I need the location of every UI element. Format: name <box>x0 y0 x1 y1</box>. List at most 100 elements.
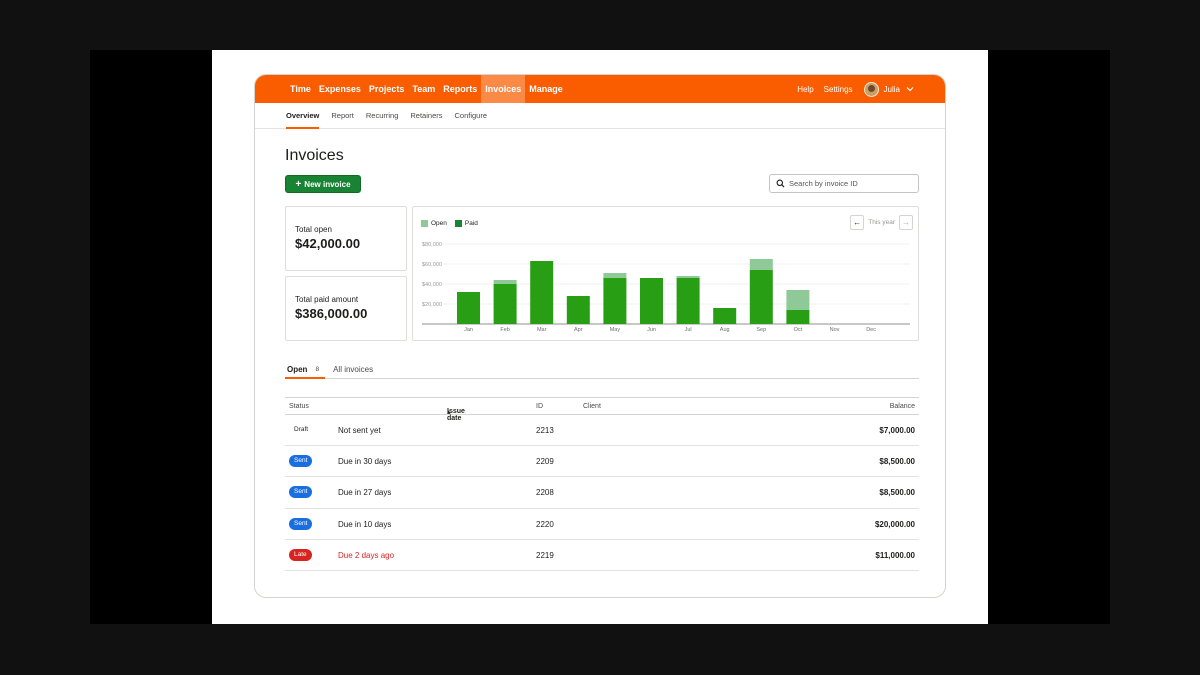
balance-cell: $11,000.00 <box>875 550 915 560</box>
invoice-id-cell: 2209 <box>536 457 554 467</box>
due-date-cell: Due in 27 days <box>338 488 392 498</box>
bar-paid-may <box>603 278 627 324</box>
status-cell: Draft <box>289 424 313 436</box>
balance-cell: $20,000.00 <box>874 519 915 529</box>
total-paid-label: Total paid amount <box>295 295 359 304</box>
bar-open-may <box>603 273 627 278</box>
x-tick-label: Oct <box>794 327 803 333</box>
legend-swatch-open <box>421 220 428 227</box>
chart-legend: Open Paid <box>421 220 486 227</box>
period-label: This year <box>868 219 895 226</box>
avatar[interactable] <box>863 81 879 97</box>
bar-paid-mar <box>530 261 554 324</box>
bar-open-sep <box>749 259 773 270</box>
tab-open-count: 8 <box>315 365 320 373</box>
x-tick-label: Mar <box>537 327 547 333</box>
total-open-card: Total open $42,000.00 <box>285 206 407 271</box>
legend-swatch-paid <box>454 220 462 227</box>
search-icon <box>776 179 785 188</box>
nav-item-expenses[interactable]: Expenses <box>318 84 361 94</box>
table-row[interactable]: Sent Due in 27 days 2208 $8,500.00 <box>285 477 919 509</box>
invoice-tabs: Open 8 All invoices <box>285 360 919 379</box>
bar-paid-apr <box>566 296 590 324</box>
new-invoice-label: New invoice <box>304 179 351 189</box>
legend-item-paid: Paid <box>454 220 478 227</box>
status-cell: Late <box>289 548 312 561</box>
legend-item-open: Open <box>421 220 447 227</box>
subnav-report[interactable]: Report <box>331 111 354 120</box>
header-balance[interactable]: Balance <box>889 403 915 410</box>
top-navigation-bar: Time Expenses Projects Team Reports Invo… <box>255 75 945 103</box>
subnav-retainers[interactable]: Retainers <box>410 111 443 120</box>
status-badge: Sent <box>289 517 313 530</box>
header-status[interactable]: Status <box>289 403 309 410</box>
bar-paid-aug <box>713 308 737 324</box>
arrow-right-icon: → <box>902 218 910 227</box>
sort-ascending-icon: ▴ <box>447 409 451 416</box>
x-tick-label: Apr <box>574 327 583 333</box>
user-menu-area: Help Settings Julia <box>787 81 915 97</box>
bar-open-jul <box>676 276 700 278</box>
status-cell: Sent <box>289 455 313 468</box>
bar-paid-oct <box>786 310 810 324</box>
main-nav: Time Expenses Projects Team Reports Invo… <box>286 75 567 103</box>
x-tick-label: Jun <box>647 327 656 333</box>
bar-paid-jun <box>640 278 663 324</box>
total-paid-card: Total paid amount $386,000.00 <box>285 276 407 341</box>
invoice-id-cell: 2213 <box>536 426 554 435</box>
x-tick-label: Jul <box>685 327 692 333</box>
total-paid-value: $386,000.00 <box>295 306 368 321</box>
table-row[interactable]: Sent Due in 10 days 2220 $20,000.00 <box>285 509 919 540</box>
invoice-id-cell: 2219 <box>536 550 554 560</box>
y-tick-label: $40,000 <box>422 282 442 288</box>
nav-item-invoices[interactable]: Invoices <box>481 75 526 103</box>
balance-cell: $7,000.00 <box>879 426 915 435</box>
x-tick-label: May <box>610 327 621 333</box>
nav-item-reports[interactable]: Reports <box>443 84 478 94</box>
balance-cell: $8,500.00 <box>879 488 915 498</box>
x-tick-label: Nov <box>830 327 840 333</box>
nav-item-team[interactable]: Team <box>412 84 436 94</box>
new-invoice-button[interactable]: + New invoice <box>285 175 361 193</box>
arrow-left-icon: ← <box>853 218 862 227</box>
subnav-configure[interactable]: Configure <box>454 111 488 120</box>
subnav-overview[interactable]: Overview <box>286 103 320 129</box>
x-tick-label: Aug <box>720 327 730 333</box>
search-box[interactable] <box>769 174 919 193</box>
status-cell: Sent <box>289 486 313 499</box>
next-period-button[interactable]: → <box>899 215 913 230</box>
period-selector: ← This year → <box>850 215 913 230</box>
bar-paid-jan <box>457 292 480 324</box>
due-date-cell: Due 2 days ago <box>338 550 395 560</box>
table-row[interactable]: Draft Not sent yet 2213 $7,000.00 <box>285 415 919 447</box>
total-open-label: Total open <box>295 225 332 234</box>
help-link[interactable]: Help <box>797 84 814 94</box>
x-tick-label: Dec <box>866 327 876 333</box>
settings-link[interactable]: Settings <box>823 84 853 94</box>
nav-item-projects[interactable]: Projects <box>368 84 405 94</box>
tab-open[interactable]: Open 8 <box>285 360 326 379</box>
table-body: Draft Not sent yet 2213 $7,000.00 Sent Due in… <box>285 415 919 571</box>
tab-all-invoices[interactable]: All invoices <box>333 364 374 374</box>
page-title: Invoices <box>285 147 344 164</box>
y-tick-label: $20,000 <box>422 302 442 308</box>
table-row[interactable]: Sent Due in 30 days 2209 $8,500.00 <box>285 446 919 478</box>
user-name[interactable]: Julia <box>883 84 900 94</box>
invoices-chart-card: $80,000 $60,000 $40,000 $20,000 Jan Feb Mar Apr… <box>412 206 919 341</box>
table-row[interactable]: Late Due 2 days ago 2219 $11,000.00 <box>285 540 919 571</box>
total-open-value: $42,000.00 <box>295 236 361 251</box>
due-date-cell: Due in 30 days <box>338 457 392 467</box>
search-input[interactable] <box>789 179 909 188</box>
nav-item-manage[interactable]: Manage <box>529 84 563 94</box>
invoice-id-cell: 2220 <box>536 519 554 529</box>
prev-period-button[interactable]: ← <box>850 215 865 230</box>
app-window: Time Expenses Projects Team Reports Invo… <box>254 74 946 598</box>
header-client[interactable]: Client <box>583 403 601 410</box>
header-id[interactable]: ID <box>536 403 543 410</box>
y-tick-label: $60,000 <box>422 262 442 268</box>
status-badge: Draft <box>294 426 309 433</box>
chevron-down-icon[interactable] <box>905 84 915 94</box>
nav-item-time[interactable]: Time <box>290 84 311 94</box>
subnav-recurring[interactable]: Recurring <box>365 111 399 120</box>
x-tick-label: Jan <box>464 327 473 333</box>
